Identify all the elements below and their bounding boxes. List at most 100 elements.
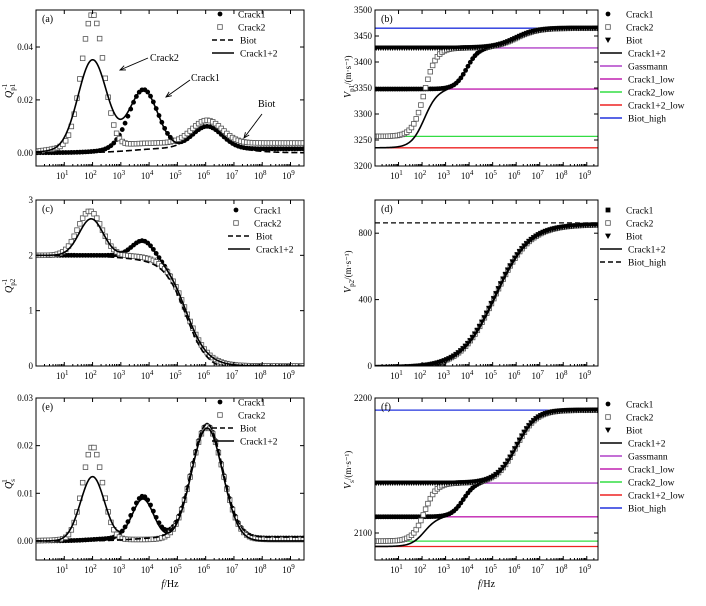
point-crack2 — [413, 116, 419, 122]
point-crack2 — [85, 451, 92, 458]
panel-a: 101 102 103 104 105 106 107 108 109 0.00 0.02 0.04 (… — [1, 9, 305, 181]
legend-marker — [233, 207, 239, 213]
legend-label: Crack2 — [238, 412, 266, 422]
legend-label: Crack1 — [238, 399, 266, 409]
legend-label: Crack1 — [626, 401, 654, 411]
annotation-arrow — [119, 57, 149, 71]
x-tick-label: 101 — [390, 369, 403, 381]
x-tick-label: 104 — [141, 169, 154, 181]
legend-marker — [217, 399, 223, 405]
y-tick-label: 0.00 — [17, 536, 33, 546]
x-tick-label: 108 — [555, 563, 568, 575]
legend-marker — [605, 37, 611, 43]
x-tick-label: 107 — [531, 369, 544, 381]
legend-label: Crack2 — [238, 24, 266, 34]
plot-area — [36, 12, 304, 156]
legend-marker — [217, 11, 223, 17]
x-tick-label: 103 — [113, 369, 126, 381]
y-axis-label: Qs-1 — [1, 479, 17, 489]
annotation-arrowhead — [165, 91, 172, 98]
legend-label: Crack1 — [254, 207, 282, 217]
x-tick-label: 109 — [579, 169, 592, 181]
plot-frame — [374, 199, 599, 367]
plot-frame — [35, 9, 305, 167]
y-tick-label: 0.03 — [17, 393, 33, 403]
point-crack2 — [79, 55, 86, 62]
panel-e: 101 102 103 104 105 106 107 108 109 0.00 0.01 0.02 0… — [1, 393, 305, 590]
x-tick-label: 102 — [414, 563, 427, 575]
legend-label: Crack1_low — [628, 76, 675, 86]
point-crack2 — [91, 12, 97, 18]
legend-marker — [605, 220, 611, 226]
x-tick-label: 103 — [113, 563, 126, 575]
x-tick-label: 106 — [197, 563, 210, 575]
legend-marker — [605, 414, 611, 420]
point-crack1 — [142, 494, 148, 500]
x-axis-label: f/Hz — [478, 579, 496, 590]
legend-label: Crack2 — [254, 220, 282, 230]
x-tick-label: 105 — [484, 169, 497, 181]
panel-label: (c) — [42, 204, 53, 215]
annotation-label: Crack1 — [191, 73, 220, 84]
plot-frame — [35, 199, 305, 367]
plot-area — [375, 25, 598, 149]
point-crack2 — [113, 130, 120, 137]
y-tick-label: 400 — [359, 295, 373, 305]
annotation-label: Crack2 — [150, 53, 179, 64]
point-crack2 — [422, 85, 429, 91]
x-tick-label: 104 — [461, 169, 474, 181]
x-tick-label: 106 — [508, 169, 521, 181]
x-tick-label: 106 — [508, 369, 521, 381]
point-crack2 — [429, 62, 436, 69]
y-tick-label: 3 — [29, 195, 34, 205]
panel-c: 101 102 103 104 105 106 107 108 109 0 1 2 3 (c) Qp2-1 C… — [1, 195, 305, 381]
legend-marker — [217, 412, 223, 418]
x-tick-label: 109 — [282, 369, 295, 381]
point-crack2 — [96, 464, 103, 470]
point-crack2 — [411, 121, 417, 127]
legend-label: Gassmann — [628, 453, 668, 463]
series-crack1-2 — [36, 58, 304, 153]
x-tick-label: 105 — [484, 369, 497, 381]
y-tick-label: 0.02 — [17, 441, 33, 451]
series-crack2 — [375, 407, 598, 544]
y-tick-label: 800 — [359, 228, 373, 238]
x-tick-label: 107 — [531, 563, 544, 575]
legend-label: Biot — [626, 233, 643, 243]
annotation-label: Biot — [258, 99, 275, 110]
panel-f: 101 102 103 104 105 106 107 108 109 2100 2200 (f) Vs… — [343, 393, 685, 590]
annotation-arrow — [243, 113, 263, 139]
legend-label: Crack2_low — [628, 479, 675, 489]
legend-marker — [605, 24, 611, 30]
annotation-arrowhead — [118, 65, 127, 71]
series-crack2 — [375, 222, 598, 366]
point-crack2 — [60, 141, 66, 148]
series-crack2 — [36, 12, 304, 154]
legend-marker — [605, 427, 611, 433]
x-tick-label: 107 — [226, 369, 239, 381]
y-axis-label: Qp1-1 — [1, 83, 17, 98]
series-biot — [375, 222, 598, 366]
point-crack2 — [99, 479, 106, 486]
legend: Crack1 Crack2 Biot Crack1+2 — [212, 399, 278, 448]
plot-area — [375, 407, 598, 548]
legend-label: Biot_high — [628, 115, 666, 125]
point-crack1 — [119, 127, 125, 132]
point-crack2 — [82, 36, 89, 42]
y-tick-label: 2200 — [354, 393, 373, 403]
x-tick-label: 109 — [282, 563, 295, 575]
point-crack2 — [415, 109, 422, 116]
y-axis-label: Qp2-1 — [1, 278, 17, 293]
legend: Crack1 Crack2 Biot Crack1+2 Gassmann Crack1_l… — [600, 401, 685, 515]
legend-label: Crack1+2 — [240, 50, 278, 60]
point-crack2 — [62, 138, 69, 144]
x-tick-label: 105 — [484, 563, 497, 575]
legend-label: Crack1_low — [628, 466, 675, 476]
legend-label: Crack1+2 — [256, 246, 294, 256]
x-tick-label: 102 — [414, 369, 427, 381]
point-crack2 — [71, 233, 77, 239]
legend-label: Crack1 — [238, 11, 266, 21]
point-crack2 — [99, 55, 106, 61]
legend-label: Biot — [256, 233, 273, 243]
legend-label: Crack1 — [626, 207, 654, 217]
